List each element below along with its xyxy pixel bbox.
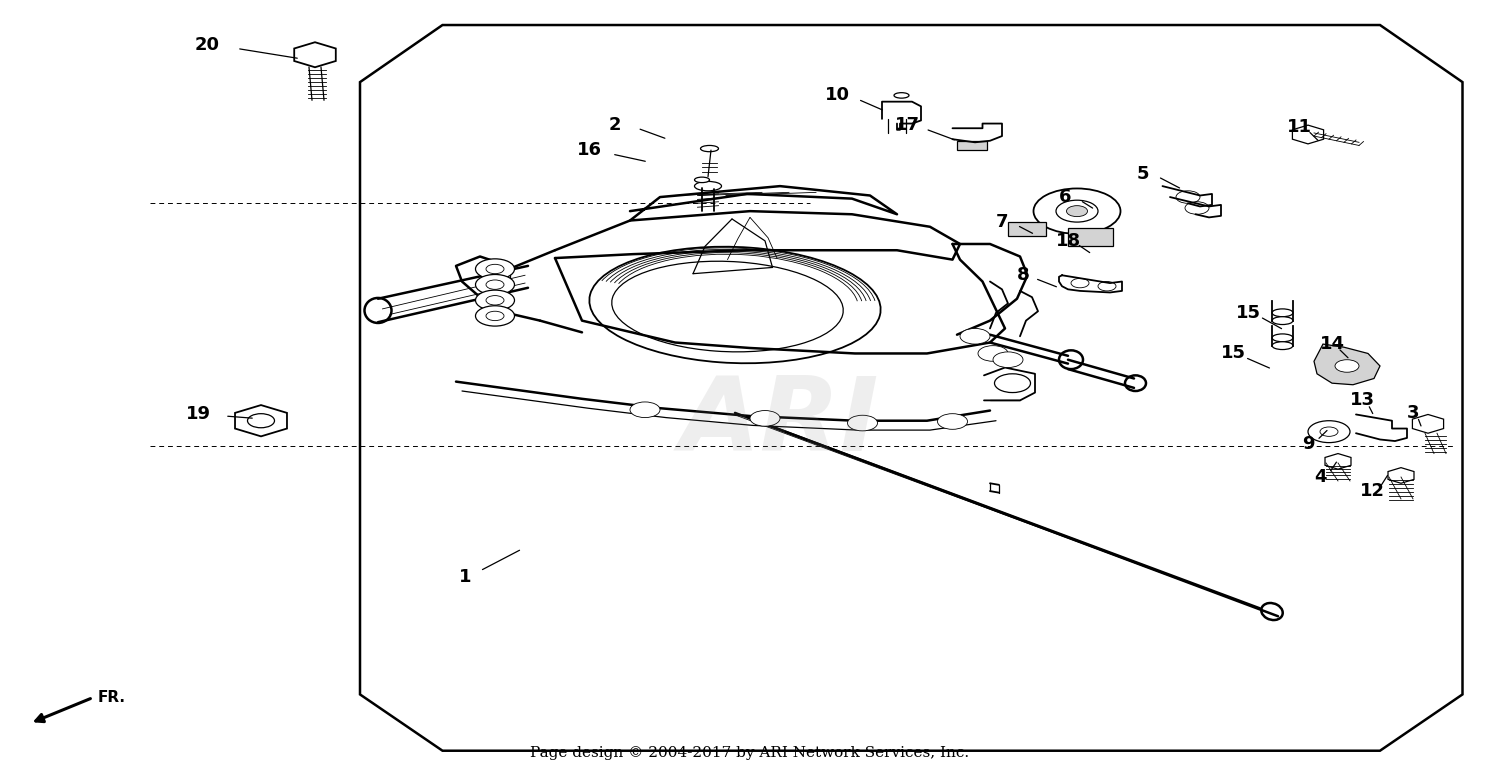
Text: 5: 5 — [1137, 164, 1149, 183]
Bar — [1008, 222, 1046, 236]
Text: 2: 2 — [609, 116, 621, 135]
Circle shape — [847, 415, 877, 431]
Ellipse shape — [364, 298, 392, 323]
Text: 13: 13 — [1350, 391, 1374, 410]
Circle shape — [994, 374, 1030, 393]
Ellipse shape — [1272, 334, 1293, 342]
Circle shape — [476, 306, 514, 326]
Text: ARI: ARI — [680, 371, 879, 473]
Circle shape — [476, 274, 514, 295]
Text: Page design © 2004-2017 by ARI Network Services, Inc.: Page design © 2004-2017 by ARI Network S… — [531, 746, 969, 760]
Ellipse shape — [894, 92, 909, 98]
Text: 19: 19 — [186, 405, 210, 424]
Text: 8: 8 — [1017, 266, 1029, 285]
Text: 15: 15 — [1221, 344, 1245, 363]
Circle shape — [938, 414, 968, 429]
Circle shape — [993, 352, 1023, 368]
Ellipse shape — [694, 178, 709, 182]
Bar — [957, 141, 987, 150]
Text: 9: 9 — [1302, 435, 1314, 454]
PathPatch shape — [1314, 344, 1380, 385]
Circle shape — [1335, 360, 1359, 372]
Ellipse shape — [1272, 317, 1293, 325]
Ellipse shape — [1272, 342, 1293, 350]
Circle shape — [630, 402, 660, 418]
Ellipse shape — [1125, 375, 1146, 391]
Ellipse shape — [1272, 309, 1293, 317]
Text: 17: 17 — [896, 116, 920, 135]
Text: FR.: FR. — [98, 690, 126, 705]
Ellipse shape — [1262, 603, 1282, 620]
Text: 18: 18 — [1056, 231, 1080, 250]
Text: 7: 7 — [996, 213, 1008, 231]
Text: 1: 1 — [459, 568, 471, 586]
Text: 15: 15 — [1236, 303, 1260, 322]
Text: 10: 10 — [825, 86, 849, 105]
Bar — [1068, 228, 1113, 246]
Text: 16: 16 — [578, 141, 602, 160]
Text: 4: 4 — [1314, 468, 1326, 486]
Text: 12: 12 — [1360, 482, 1384, 500]
Ellipse shape — [1066, 206, 1088, 217]
Circle shape — [476, 290, 514, 310]
Ellipse shape — [1059, 350, 1083, 369]
Circle shape — [750, 411, 780, 426]
Text: 3: 3 — [1407, 404, 1419, 422]
Ellipse shape — [694, 181, 721, 191]
Ellipse shape — [1034, 188, 1120, 234]
Text: 14: 14 — [1320, 335, 1344, 353]
Ellipse shape — [700, 145, 718, 152]
Text: 20: 20 — [195, 36, 219, 55]
Text: 11: 11 — [1287, 117, 1311, 136]
Text: 6: 6 — [1059, 188, 1071, 206]
Circle shape — [476, 259, 514, 279]
Circle shape — [960, 328, 990, 344]
Ellipse shape — [1308, 421, 1350, 443]
Circle shape — [978, 346, 1008, 361]
